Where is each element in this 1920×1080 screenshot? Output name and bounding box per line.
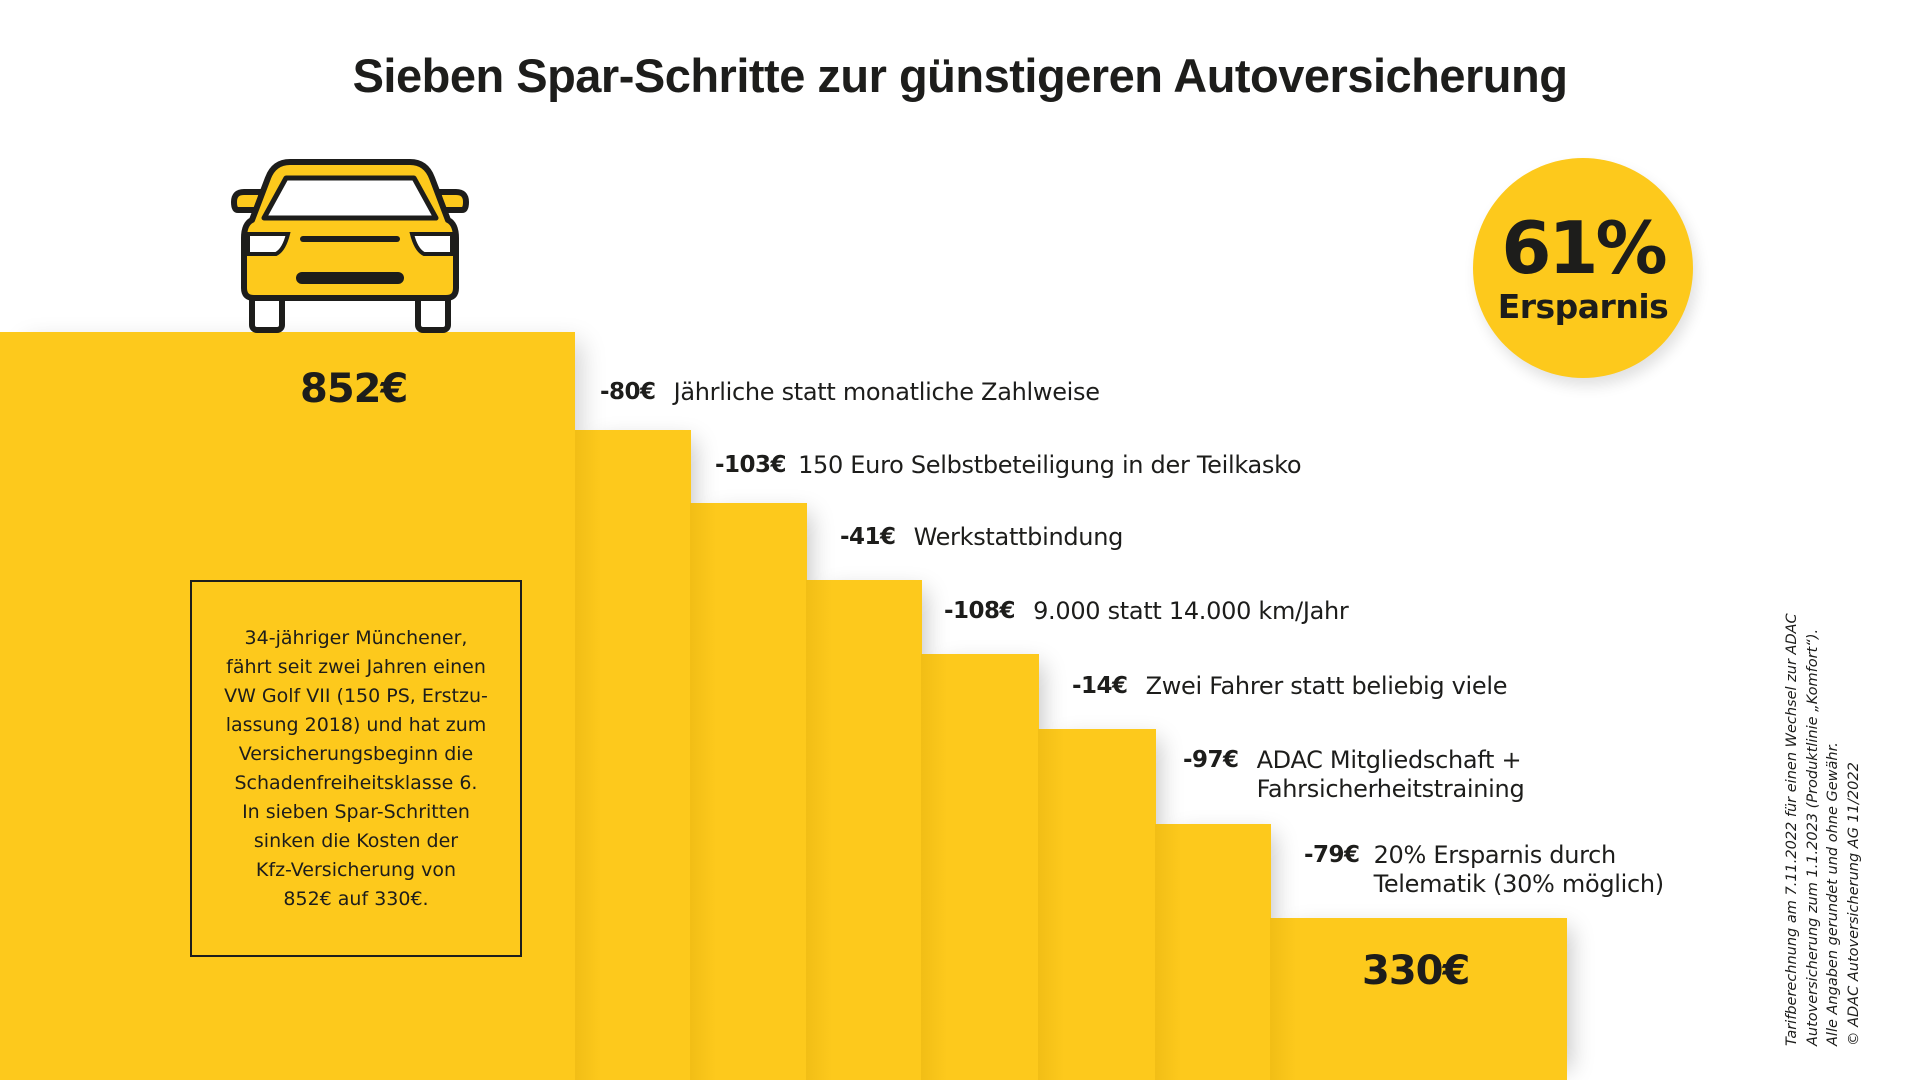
saving-description: Zwei Fahrer statt beliebig viele bbox=[1145, 672, 1508, 700]
saving-description: 150 Euro Selbstbeteiligung in der Teilka… bbox=[798, 451, 1302, 479]
scenario-text: 34-jähriger Münchener, fährt seit zwei J… bbox=[224, 626, 488, 910]
saving-description: 9.000 statt 14.000 km/Jahr bbox=[1033, 597, 1349, 625]
scenario-info-box: 34-jähriger Münchener, fährt seit zwei J… bbox=[190, 580, 522, 957]
saving-description: ADAC Mitgliedschaft + Fahrsicherheitstra… bbox=[1256, 746, 1525, 803]
savings-label: Ersparnis bbox=[1497, 287, 1669, 326]
saving-row-3: -41€ Werkstattbindung bbox=[840, 523, 1123, 552]
saving-row-2: -103€ 150 Euro Selbstbeteiligung in der … bbox=[715, 451, 1302, 480]
savings-badge: 61% Ersparnis bbox=[1473, 158, 1693, 378]
footnote-line: Autoversicherung zum 1.1.2023 (Produktli… bbox=[1804, 628, 1821, 1046]
page-title: Sieben Spar-Schritte zur günstigeren Aut… bbox=[352, 49, 1568, 102]
saving-amount: -97€ bbox=[1183, 747, 1239, 773]
savings-percent: 61% bbox=[1501, 206, 1667, 290]
saving-description: Jährliche statt monatliche Zahlweise bbox=[673, 378, 1100, 406]
saving-amount: -79€ bbox=[1304, 842, 1360, 868]
step-bar-3 bbox=[806, 580, 922, 1080]
saving-row-6: -97€ ADAC Mitgliedschaft + Fahrsicherhei… bbox=[1183, 746, 1525, 804]
saving-row-5: -14€ Zwei Fahrer statt beliebig viele bbox=[1072, 672, 1508, 701]
step-bar-1 bbox=[575, 430, 691, 1080]
step-bar-6 bbox=[1155, 824, 1271, 1080]
saving-description: 20% Ersparnis durch Telematik (30% mögli… bbox=[1373, 841, 1665, 898]
step-bar-5 bbox=[1038, 729, 1156, 1080]
footnote-line: © ADAC Autoversicherung AG 11/2022 bbox=[1845, 762, 1862, 1046]
saving-description: Werkstattbindung bbox=[913, 523, 1124, 551]
step-bar-4 bbox=[921, 654, 1039, 1080]
saving-row-1: -80€ Jährliche statt monatliche Zahlweis… bbox=[600, 378, 1100, 407]
step-bar-end bbox=[1270, 918, 1567, 1080]
saving-amount: -41€ bbox=[840, 524, 896, 550]
saving-amount: -80€ bbox=[600, 379, 656, 405]
saving-amount: -14€ bbox=[1072, 673, 1128, 699]
saving-amount: -108€ bbox=[944, 598, 1016, 624]
saving-row-7: -79€ 20% Ersparnis durch Telematik (30% … bbox=[1304, 841, 1664, 899]
end-amount: 330€ bbox=[1362, 948, 1470, 994]
footnote: Tarifberechnung am 7.11.2022 für einen W… bbox=[1782, 613, 1864, 1046]
footnote-line: Tarifberechnung am 7.11.2022 für einen W… bbox=[1784, 613, 1800, 1046]
footnote-line: Alle Angaben gerundet und ohne Gewähr. bbox=[1825, 742, 1841, 1046]
saving-row-4: -108€ 9.000 statt 14.000 km/Jahr bbox=[944, 597, 1349, 626]
step-bar-2 bbox=[690, 503, 807, 1080]
saving-amount: -103€ bbox=[715, 452, 787, 478]
car-front-icon bbox=[231, 159, 469, 333]
start-amount: 852€ bbox=[300, 366, 408, 412]
